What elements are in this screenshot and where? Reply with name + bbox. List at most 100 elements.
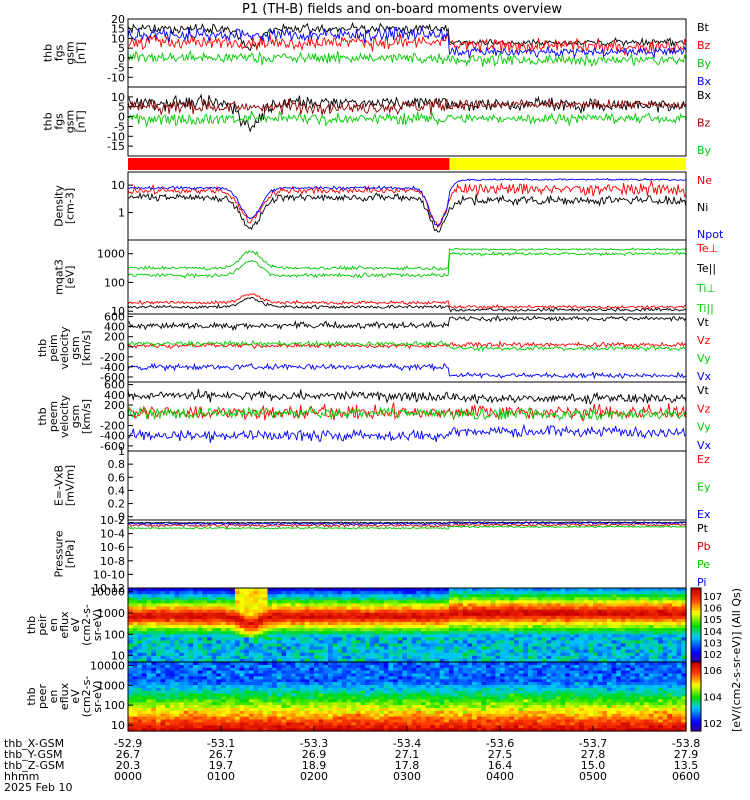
spectrogram-cell xyxy=(490,652,496,657)
spectrogram-cell xyxy=(648,655,655,660)
spectrogram-cell xyxy=(221,597,227,601)
spectrogram-cell xyxy=(672,658,678,663)
spectrogram-cell xyxy=(202,625,208,629)
spectrogram-cell xyxy=(155,609,162,614)
spectrogram-cell xyxy=(500,679,506,683)
spectrogram-cell xyxy=(486,708,492,712)
spectrogram-cell xyxy=(439,600,445,604)
spectrogram-cell xyxy=(658,625,664,629)
spectrogram-cell xyxy=(281,713,287,718)
spectrogram-cell xyxy=(374,670,380,675)
spectrogram-cell xyxy=(476,719,483,723)
spectrogram-cell xyxy=(128,652,134,657)
spectrogram-cell xyxy=(444,667,450,672)
spectrogram-cell xyxy=(467,673,473,677)
spectrogram-cell xyxy=(379,670,385,675)
spectrogram-cell xyxy=(379,708,385,712)
spectrogram-cell xyxy=(267,702,273,706)
spectrogram-cell xyxy=(141,658,148,663)
spectrogram-cell xyxy=(369,621,376,626)
spectrogram-cell xyxy=(374,649,380,654)
spectrogram-cell xyxy=(411,670,417,675)
spectrogram-cell xyxy=(360,664,366,669)
spectrogram-cell xyxy=(518,685,524,689)
spectrogram-cell xyxy=(537,655,543,660)
spectrogram-cell xyxy=(128,640,134,645)
spectrogram-cell xyxy=(514,725,520,729)
spectrogram-cell xyxy=(374,702,380,706)
spectrogram-cell xyxy=(490,597,496,601)
spectrogram-cell xyxy=(444,676,450,680)
spectrogram-cell xyxy=(248,618,255,623)
spectrogram-cell xyxy=(337,699,343,703)
spectrogram-cell xyxy=(337,594,343,598)
spectrogram-cell xyxy=(425,655,431,660)
spectrogram-cell xyxy=(304,591,310,595)
spectrogram-cell xyxy=(416,634,422,638)
spectrogram-cell xyxy=(393,690,399,695)
spectrogram-cell xyxy=(174,631,180,635)
spectrogram-cell xyxy=(383,710,390,715)
spectrogram-cell xyxy=(323,690,329,695)
spectrogram-cell xyxy=(472,667,478,672)
spectrogram-cell xyxy=(425,679,431,683)
spectrogram-cell xyxy=(234,662,241,666)
spectrogram-cell xyxy=(448,652,455,657)
spectrogram-cell xyxy=(453,591,459,595)
spectrogram-cell xyxy=(434,600,441,604)
spectrogram-cell xyxy=(225,609,231,614)
spectrogram-cell xyxy=(281,667,287,672)
spectrogram-cell xyxy=(369,716,376,721)
spectrogram-cell xyxy=(276,612,283,617)
spectrogram-cell xyxy=(244,658,250,663)
spectrogram-cell xyxy=(323,682,329,686)
spectrogram-cell xyxy=(597,640,603,645)
spectrogram-cell xyxy=(388,687,394,692)
spectrogram-cell xyxy=(207,725,213,729)
spectrogram-cell xyxy=(300,679,306,683)
spectrogram-cell xyxy=(495,722,501,726)
spectrogram-cell xyxy=(169,687,176,692)
spectrogram-cell xyxy=(407,685,413,689)
spectrogram-cell xyxy=(634,618,641,623)
spectrogram-cell xyxy=(332,655,338,660)
spectrogram-cell xyxy=(388,618,394,623)
spectrogram-cell xyxy=(504,693,510,698)
spectrogram-cell xyxy=(221,618,227,623)
spectrogram-cell xyxy=(155,679,162,683)
spectrogram-cell xyxy=(681,634,687,638)
spectrogram-cell xyxy=(174,609,180,614)
spectrogram-cell xyxy=(579,618,585,623)
spectrogram-cell xyxy=(351,588,357,592)
spectrogram-cell xyxy=(193,713,199,718)
spectrogram-cell xyxy=(332,597,338,601)
spectrogram-cell xyxy=(453,588,459,592)
spectrogram-cell xyxy=(225,664,231,669)
spectrogram-cell xyxy=(341,696,348,700)
spectrogram-cell xyxy=(197,603,204,608)
spectrogram-cell xyxy=(546,621,552,626)
spectrogram-cell xyxy=(239,609,245,614)
spectrogram-cell xyxy=(216,693,222,698)
spectrogram-cell xyxy=(472,722,478,726)
spectrogram-cell xyxy=(253,603,259,608)
spectrogram-cell xyxy=(421,646,427,651)
spectrogram-cell xyxy=(476,649,483,654)
spectrogram-cell xyxy=(193,600,199,604)
spectrogram-cell xyxy=(332,606,338,611)
spectrogram-cell xyxy=(360,609,366,614)
spectrogram-cell xyxy=(183,658,190,663)
spectrogram-cell xyxy=(509,618,515,623)
spectrogram-cell xyxy=(467,710,473,715)
spectrogram-cell xyxy=(551,640,557,645)
spectrogram-cell xyxy=(430,682,436,686)
spectrogram-cell xyxy=(583,609,589,614)
spectrogram-cell xyxy=(495,716,501,721)
spectrogram-cell xyxy=(527,625,534,629)
spectrogram-cell xyxy=(230,634,236,638)
spectrogram-cell xyxy=(300,662,306,666)
spectrogram-cell xyxy=(611,609,617,614)
spectrogram-cell xyxy=(565,628,571,632)
spectrogram-cell xyxy=(355,612,362,617)
spectrogram-cell xyxy=(602,600,608,604)
